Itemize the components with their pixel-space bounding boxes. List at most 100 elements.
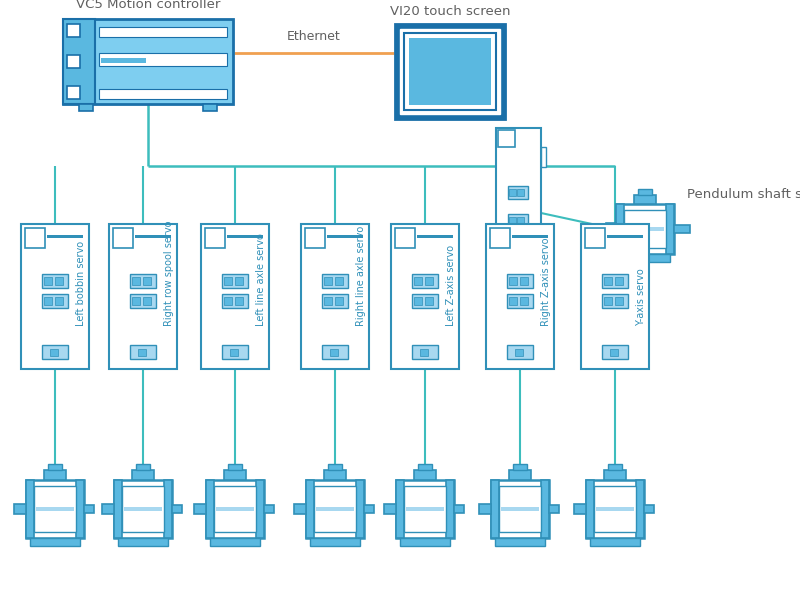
Bar <box>409 37 491 105</box>
Bar <box>124 507 162 511</box>
Bar <box>228 464 242 470</box>
Bar <box>79 103 93 111</box>
Bar <box>479 504 491 514</box>
Bar <box>63 18 95 103</box>
Bar <box>324 470 346 480</box>
Bar <box>306 480 364 538</box>
Bar <box>486 223 554 369</box>
Bar <box>602 274 628 288</box>
Bar <box>34 486 76 532</box>
Bar <box>606 223 616 235</box>
Bar <box>322 274 348 288</box>
Bar <box>615 277 623 285</box>
Bar <box>396 480 404 538</box>
Bar <box>517 216 524 223</box>
Bar <box>509 189 516 196</box>
Bar <box>602 345 628 359</box>
Text: Right row spool servo: Right row spool servo <box>164 220 174 326</box>
Bar <box>666 204 674 254</box>
Bar <box>132 277 140 285</box>
Bar <box>414 297 422 305</box>
Bar <box>301 223 369 369</box>
Bar <box>55 277 63 285</box>
Bar <box>205 228 225 248</box>
Bar <box>490 228 510 248</box>
Bar <box>143 277 151 285</box>
Bar <box>164 480 172 538</box>
Bar <box>509 470 531 480</box>
Bar <box>114 480 172 538</box>
Bar <box>214 486 256 532</box>
Bar <box>498 130 514 147</box>
Bar <box>517 189 524 196</box>
Bar <box>132 297 140 305</box>
Bar <box>499 486 541 532</box>
Bar <box>590 538 640 546</box>
Bar <box>507 345 533 359</box>
Bar <box>512 235 548 238</box>
Bar <box>508 213 528 226</box>
Bar <box>607 235 643 238</box>
Bar <box>594 486 636 532</box>
Bar <box>222 345 248 359</box>
Bar <box>99 27 227 37</box>
Bar <box>509 277 517 285</box>
Bar <box>491 480 549 538</box>
Text: VC5 Motion controller: VC5 Motion controller <box>76 0 220 11</box>
Bar <box>616 204 674 254</box>
Bar <box>330 349 338 356</box>
Bar <box>412 345 438 359</box>
Bar <box>132 470 154 480</box>
Text: Left line axle servo: Left line axle servo <box>256 233 266 326</box>
Bar <box>596 507 634 511</box>
Bar <box>395 228 415 248</box>
Bar <box>44 297 52 305</box>
Bar <box>306 480 314 538</box>
Bar <box>507 294 533 308</box>
Text: Right line axle servo: Right line axle servo <box>356 226 366 326</box>
Bar <box>224 277 232 285</box>
Bar <box>316 507 354 511</box>
Bar <box>130 274 156 288</box>
Bar <box>210 538 260 546</box>
Text: VI20 touch screen: VI20 touch screen <box>390 5 510 18</box>
Bar <box>84 505 94 513</box>
Bar <box>172 505 182 513</box>
Bar <box>235 297 243 305</box>
Bar <box>602 294 628 308</box>
Bar <box>391 223 459 369</box>
Bar <box>425 297 433 305</box>
Bar <box>335 297 343 305</box>
Bar <box>30 538 80 546</box>
Text: Right Z-axis servo: Right Z-axis servo <box>541 238 551 326</box>
Bar <box>48 464 62 470</box>
Bar <box>615 297 623 305</box>
Bar <box>508 278 528 290</box>
Bar <box>335 277 343 285</box>
Bar <box>581 223 649 369</box>
Bar <box>604 470 626 480</box>
Bar <box>42 274 68 288</box>
Bar <box>264 505 274 513</box>
Bar <box>36 507 74 511</box>
Bar <box>194 504 206 514</box>
Bar <box>63 18 233 103</box>
Bar <box>99 89 227 99</box>
Bar <box>509 244 516 251</box>
Bar <box>501 507 539 511</box>
Bar <box>400 538 450 546</box>
Bar <box>99 53 227 66</box>
Bar <box>130 345 156 359</box>
Bar <box>222 274 248 288</box>
Bar <box>626 227 664 231</box>
Bar <box>130 294 156 308</box>
Bar <box>25 228 45 248</box>
Bar <box>404 33 496 109</box>
Bar <box>67 24 80 37</box>
Bar <box>136 464 150 470</box>
Bar <box>101 58 146 63</box>
Bar <box>495 128 541 298</box>
Bar <box>634 195 656 204</box>
Bar <box>135 235 171 238</box>
Bar <box>26 480 34 538</box>
